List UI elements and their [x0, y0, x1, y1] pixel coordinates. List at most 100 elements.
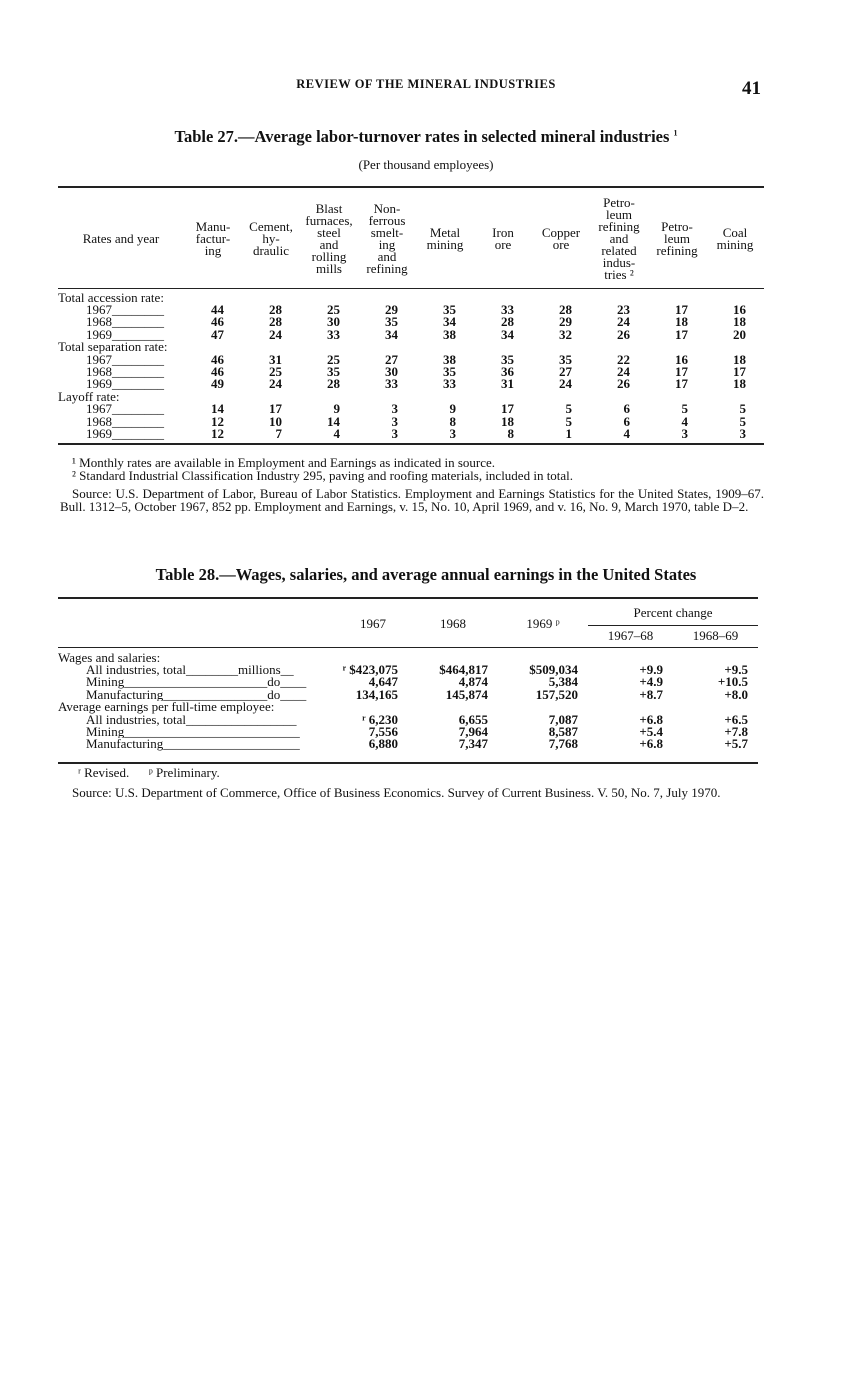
cell-value: 26 — [617, 376, 630, 392]
table-row: 1968________ 12 10 14 3 8 18 5 6 4 5 — [58, 413, 764, 429]
cell-value: 22 — [617, 351, 630, 367]
cell-value: 24 — [269, 326, 282, 342]
cell-value: 7 — [275, 425, 283, 441]
group-label: Wages and salaries: — [58, 649, 161, 665]
rule — [58, 186, 764, 188]
cell-value: +5.7 — [724, 736, 749, 752]
cell-value: 10 — [269, 413, 282, 429]
cell-value: 12 — [211, 425, 224, 441]
table27: Rates and year Manu- factur- ing Cement, h… — [58, 190, 764, 445]
cell-value: 49 — [211, 376, 224, 392]
cell-value: 33 — [385, 376, 398, 392]
cell-value: 16 — [675, 351, 688, 367]
cell-value: 17 — [675, 326, 688, 342]
cell-value: +8.7 — [639, 686, 663, 702]
cell-value: 7,768 — [548, 736, 578, 752]
table28-title: Table 28.—Wages, salaries, and average a… — [155, 565, 697, 584]
year-label: 1968 — [86, 363, 112, 379]
cell-value: 35 — [501, 351, 514, 367]
group-label: Layoff rate: — [58, 388, 120, 404]
cell-value: ʳ $423,075 — [342, 661, 398, 677]
cell-value: 3 — [449, 425, 457, 441]
cell-value: 8,587 — [548, 723, 578, 739]
col-1969: 1969 ᵖ — [526, 615, 560, 631]
cell-value: 28 — [327, 376, 340, 392]
cell-value: 30 — [327, 314, 340, 330]
cell-value: 17 — [675, 376, 688, 392]
cell-value: 28 — [269, 301, 282, 317]
cell-value: 7,087 — [548, 711, 578, 727]
cell-value: 28 — [269, 314, 282, 330]
cell-value: $509,034 — [529, 661, 578, 677]
row-year: 1969________ — [86, 376, 164, 392]
cell-value: 6,655 — [458, 711, 488, 727]
column-header: Rates and year — [82, 230, 160, 246]
title-footnote-ref: 1 — [673, 128, 678, 138]
cell-value: 17 — [501, 401, 514, 417]
column-header: Manu- factur- ing — [195, 218, 231, 258]
year-label: 1969 — [86, 376, 112, 392]
cell-value: 5 — [565, 413, 573, 429]
cell-value: 27 — [385, 351, 398, 367]
cell-value: 14 — [211, 401, 224, 417]
year-label: 1967 — [86, 401, 112, 417]
col-1967: 1967 — [360, 615, 386, 631]
cell-value: 5 — [739, 401, 747, 417]
column-header: Coal mining — [716, 224, 754, 252]
table-row: Manufacturing________________do____ 134,1… — [58, 686, 758, 702]
cell-value: 24 — [617, 363, 630, 379]
table28-footnote: ʳ Revised. ᵖ Preliminary. — [78, 765, 220, 780]
running-head: REVIEW OF THE MINERAL INDUSTRIES — [296, 77, 556, 91]
row-year: 1967________ — [86, 351, 164, 367]
cell-value: 17 — [675, 363, 688, 379]
cell-value: 30 — [385, 363, 398, 379]
table-row: Manufacturing_____________________ 6,880 7… — [58, 736, 758, 752]
cell-value: +8.0 — [724, 686, 749, 702]
table-row: 1969________ 47 24 33 34 38 34 32 26 17 20 — [58, 326, 764, 342]
cell-value: 5 — [565, 401, 573, 417]
cell-value: 47 — [211, 326, 224, 342]
table-row: 1967________ 14 17 9 3 9 17 5 6 5 5 — [58, 401, 764, 417]
cell-value: +10.5 — [717, 674, 749, 690]
cell-value: 36 — [501, 363, 514, 379]
cell-value: +4.9 — [639, 674, 663, 690]
cell-value: 17 — [733, 363, 746, 379]
table-row: 1969________ 49 24 28 33 33 31 24 26 17 18 — [58, 376, 764, 392]
row-year: 1968________ — [86, 363, 164, 379]
group-label: Total separation rate: — [58, 339, 168, 355]
cell-value: 26 — [617, 326, 630, 342]
row-year: 1968________ — [86, 413, 164, 429]
cell-value: 5 — [739, 413, 747, 429]
cell-value: 8 — [449, 413, 457, 429]
row-label: Manufacturing_____________________ — [86, 738, 300, 751]
table-row: 1967________ 44 28 25 29 35 33 28 23 17 16 — [58, 301, 764, 317]
cell-value: 18 — [675, 314, 688, 330]
column-header: Non- ferrous smelt- ing and refining — [366, 200, 408, 276]
column-header: Petro- leum refining and related indus- … — [598, 194, 640, 282]
cell-value: 17 — [269, 401, 282, 417]
page-number: 41 — [742, 78, 761, 99]
column-header: Iron ore — [492, 224, 514, 252]
table-row: 1968________ 46 25 35 30 35 36 27 24 17 17 — [58, 363, 764, 379]
cell-value: 28 — [501, 314, 514, 330]
group-row: Wages and salaries: — [58, 647, 758, 664]
cell-value: 24 — [617, 314, 630, 330]
column-header: Cement, hy- draulic — [249, 218, 293, 258]
col-1968: 1968 — [440, 615, 466, 631]
cell-value: 4 — [333, 425, 341, 441]
year-label: 1968 — [86, 314, 112, 330]
cell-value: 25 — [327, 301, 340, 317]
cell-value: 24 — [269, 376, 282, 392]
cell-value: 3 — [391, 413, 399, 429]
footnote: ¹ Monthly rates are available in Employm… — [72, 455, 496, 470]
cell-value: 7,556 — [368, 723, 398, 739]
row-label: Mining______________________do____ — [86, 676, 307, 689]
cell-value: 18 — [733, 351, 746, 367]
col-percent-change: Percent change — [588, 601, 759, 626]
cell-value: 6,880 — [368, 736, 398, 752]
cell-value: 145,874 — [445, 686, 488, 702]
cell-value: 34 — [443, 314, 456, 330]
table-row: Mining______________________do____ 4,647 4… — [58, 674, 758, 690]
cell-value: 38 — [443, 326, 456, 342]
table27-footnotes: ¹ Monthly rates are available in Employm… — [60, 455, 764, 482]
